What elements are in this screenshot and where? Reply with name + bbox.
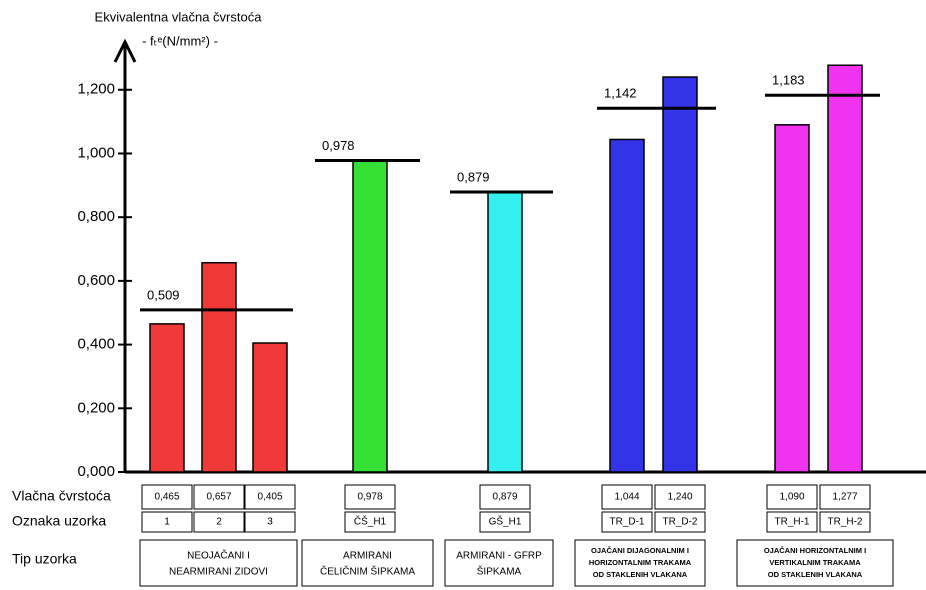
type-cell — [139, 539, 298, 587]
bar — [201, 261, 237, 473]
table-cell — [601, 484, 653, 510]
type-cell — [301, 539, 434, 587]
y-tick-label: 0,800 — [77, 208, 115, 225]
table-cell — [141, 484, 193, 510]
table-cell — [193, 484, 245, 510]
table-cell — [244, 484, 296, 510]
table-cell — [601, 511, 653, 533]
sample-label: TR_D-1 — [609, 517, 644, 528]
table-cell — [141, 511, 193, 533]
bar — [827, 64, 863, 473]
row-header: Tip uzorka — [12, 551, 77, 567]
type-label: NEARMIRANI ZIDOVI — [169, 567, 268, 578]
bar — [774, 124, 810, 473]
type-cell — [574, 539, 706, 587]
value-label: 0,879 — [492, 492, 517, 503]
table-cell — [344, 511, 396, 533]
type-label: NEOJAČANI I — [187, 549, 250, 562]
y-tick-label: 0,400 — [77, 336, 115, 353]
table-cell — [766, 484, 818, 510]
mean-label: 0,509 — [147, 287, 180, 302]
type-label: OD STAKLENIH VLAKANA — [593, 570, 688, 579]
type-label: ARMIRANI - GFRP — [456, 551, 542, 562]
value-label: 1,277 — [832, 492, 857, 503]
value-label: 0,405 — [257, 492, 282, 503]
type-cell — [444, 539, 554, 587]
value-label: 0,657 — [206, 492, 231, 503]
table-cell — [766, 511, 818, 533]
type-label: ARMIRANI — [343, 551, 392, 562]
type-label: OJAČANI DIJAGONALNIM I — [591, 546, 689, 555]
sample-label: ČŠ_H1 — [354, 515, 387, 528]
bar — [352, 159, 388, 473]
bar — [662, 76, 698, 473]
table-cell — [244, 511, 296, 533]
y-axis-title: Ekvivalentna vlačna čvrstoća — [95, 9, 263, 24]
type-label: ČELIČNIM ŠIPKAMA — [320, 565, 415, 578]
table-cell — [654, 484, 706, 510]
type-label: ŠIPKAMA — [477, 565, 522, 578]
y-tick-label: 1,000 — [77, 144, 115, 161]
row-header: Vlačna čvrstoća — [12, 488, 111, 504]
table-cell — [819, 511, 871, 533]
mean-label: 0,978 — [322, 138, 355, 153]
table-cell — [479, 484, 531, 510]
value-label: 0,978 — [357, 492, 382, 503]
value-label: 1,090 — [779, 492, 804, 503]
bar — [487, 191, 523, 473]
y-axis-arrow — [113, 38, 137, 63]
sample-label: TR_H-1 — [774, 517, 809, 528]
table-cell — [193, 511, 245, 533]
table-cell — [819, 484, 871, 510]
sample-label: 3 — [267, 517, 273, 528]
table-cell — [344, 484, 396, 510]
type-label: HORIZONTALNIM TRAKAMA — [589, 558, 692, 567]
bar — [609, 138, 645, 473]
mean-label: 0,879 — [457, 169, 490, 184]
type-label: VERTIKALNIM TRAKAMA — [769, 558, 861, 567]
type-label: OD STAKLENIH VLAKANA — [768, 570, 863, 579]
y-tick-label: 0,000 — [77, 463, 115, 480]
y-tick-label: 0,200 — [77, 399, 115, 416]
bar — [149, 323, 185, 473]
sample-label: 1 — [164, 517, 170, 528]
sample-label: GŠ_H1 — [489, 515, 522, 528]
y-tick-label: 1,200 — [77, 81, 115, 98]
bar — [252, 342, 288, 473]
mean-label: 1,142 — [604, 86, 637, 101]
sample-label: TR_D-2 — [662, 517, 697, 528]
type-cell — [736, 539, 894, 587]
sample-label: TR_H-2 — [827, 517, 862, 528]
sample-label: 2 — [216, 517, 222, 528]
mean-label: 1,183 — [772, 73, 805, 88]
value-label: 0,465 — [154, 492, 179, 503]
table-cell — [654, 511, 706, 533]
row-header: Oznaka uzorka — [12, 513, 106, 529]
value-label: 1,044 — [614, 492, 639, 503]
type-label: OJAČANI HORIZONTALNIM I — [764, 546, 866, 555]
value-label: 1,240 — [667, 492, 692, 503]
y-tick-label: 0,600 — [77, 272, 115, 289]
table-cell — [479, 511, 531, 533]
y-axis-subtitle: - fₜᵉ(N/mm²) - — [142, 33, 218, 48]
